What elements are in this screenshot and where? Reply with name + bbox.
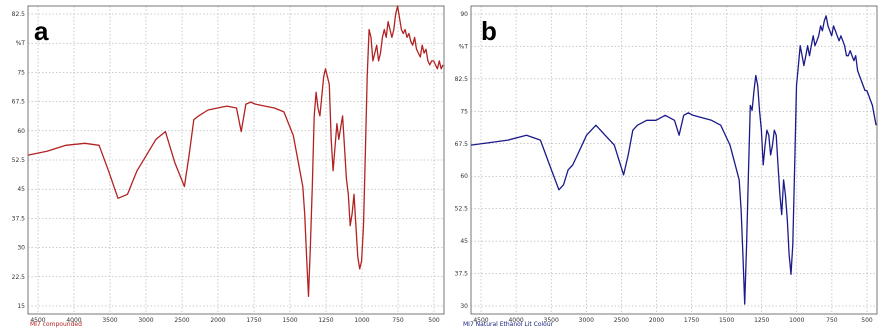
plot-frame-b xyxy=(470,5,878,315)
y-tick-label-b: 37.5 xyxy=(455,271,468,278)
x-tick-label-b: 1000 xyxy=(789,317,804,324)
panel-divider xyxy=(448,0,454,328)
y-tick-label-a: 52.5 xyxy=(12,157,26,164)
y-tick-label-a: 45 xyxy=(17,186,25,193)
x-tick-label-b: 1250 xyxy=(754,317,769,324)
x-tick-label-a: 2500 xyxy=(174,317,189,324)
y-tick-label-b: 82.5 xyxy=(455,76,468,83)
y-tick-label-a: 67.5 xyxy=(12,99,26,106)
x-tick-label-a: 500 xyxy=(428,317,440,324)
spectrum-caption-a: MI7 compounded xyxy=(30,321,82,328)
chart-panel-b: 90 %T 82.5 75 67.5 60 52.5 45 37.5 30 4500 4000 3500… xyxy=(455,0,880,328)
x-tick-label-b: 4000 xyxy=(508,317,523,324)
x-tick-label-b: 1500 xyxy=(719,317,734,324)
y-tick-label-a: 75 xyxy=(17,69,25,76)
ftir-spectrum-a: 82.5 %T 75 67.5 60 52.5 45 37.5 30 22.5 15 4500 4000… xyxy=(12,5,445,324)
y-tick-label-a: 15 xyxy=(17,303,25,310)
y-tick-label-b: 60 xyxy=(460,173,468,180)
y-tick-label-b: 67.5 xyxy=(455,141,468,148)
x-tick-label-b: 2000 xyxy=(649,317,664,324)
x-tick-label-b: 500 xyxy=(861,317,873,324)
x-tick-label-b: 3500 xyxy=(544,317,559,324)
y-tick-label-a: 82.5 xyxy=(12,11,26,18)
spectrum-line-b xyxy=(470,15,877,305)
y-tick-label-b: 45 xyxy=(460,238,468,245)
x-tick-label-a: 3000 xyxy=(138,317,153,324)
x-tick-label-a: 3500 xyxy=(102,317,117,324)
y-tick-label-b: %T xyxy=(459,43,469,50)
y-tick-label-b: 52.5 xyxy=(455,206,468,213)
y-tick-label-a: 30 xyxy=(17,245,25,252)
x-tick-label-a: 1750 xyxy=(246,317,261,324)
chart-panel-a: 82.5 %T 75 67.5 60 52.5 45 37.5 30 22.5 15 4500 4000… xyxy=(11,5,445,328)
x-tick-label-a: 4500 xyxy=(30,317,45,324)
spectrum-line-a xyxy=(27,5,444,297)
x-tick-label-b: 4500 xyxy=(473,317,488,324)
x-tick-label-a: 1000 xyxy=(354,317,369,324)
y-tick-label-b: 30 xyxy=(460,303,468,310)
y-tick-label-a: %T xyxy=(16,40,26,47)
y-tick-label-a: 60 xyxy=(17,128,25,135)
x-tick-label-b: 3000 xyxy=(579,317,594,324)
x-tick-label-a: 1250 xyxy=(318,317,333,324)
ftir-spectrum-b: 90 %T 82.5 75 67.5 60 52.5 45 37.5 30 4500 4000 3500… xyxy=(455,5,878,324)
y-tick-label-a: 37.5 xyxy=(12,215,26,222)
y-tick-label-b: 90 xyxy=(460,11,468,18)
x-tick-label-a: 4000 xyxy=(66,317,81,324)
x-tick-label-a: 1500 xyxy=(282,317,297,324)
x-tick-label-b: 1750 xyxy=(684,317,699,324)
x-tick-label-a: 2000 xyxy=(210,317,225,324)
x-tick-label-b: 2500 xyxy=(614,317,629,324)
spectrum-caption-b: MI7 Natural Ethanol Lit Colour xyxy=(463,321,554,328)
panel-label-a: a xyxy=(34,16,49,46)
y-tick-label-a: 22.5 xyxy=(12,274,26,281)
x-tick-label-a: 750 xyxy=(392,317,404,324)
x-tick-label-b: 750 xyxy=(826,317,838,324)
panel-label-b: b xyxy=(481,16,497,46)
y-tick-label-b: 75 xyxy=(460,108,468,115)
